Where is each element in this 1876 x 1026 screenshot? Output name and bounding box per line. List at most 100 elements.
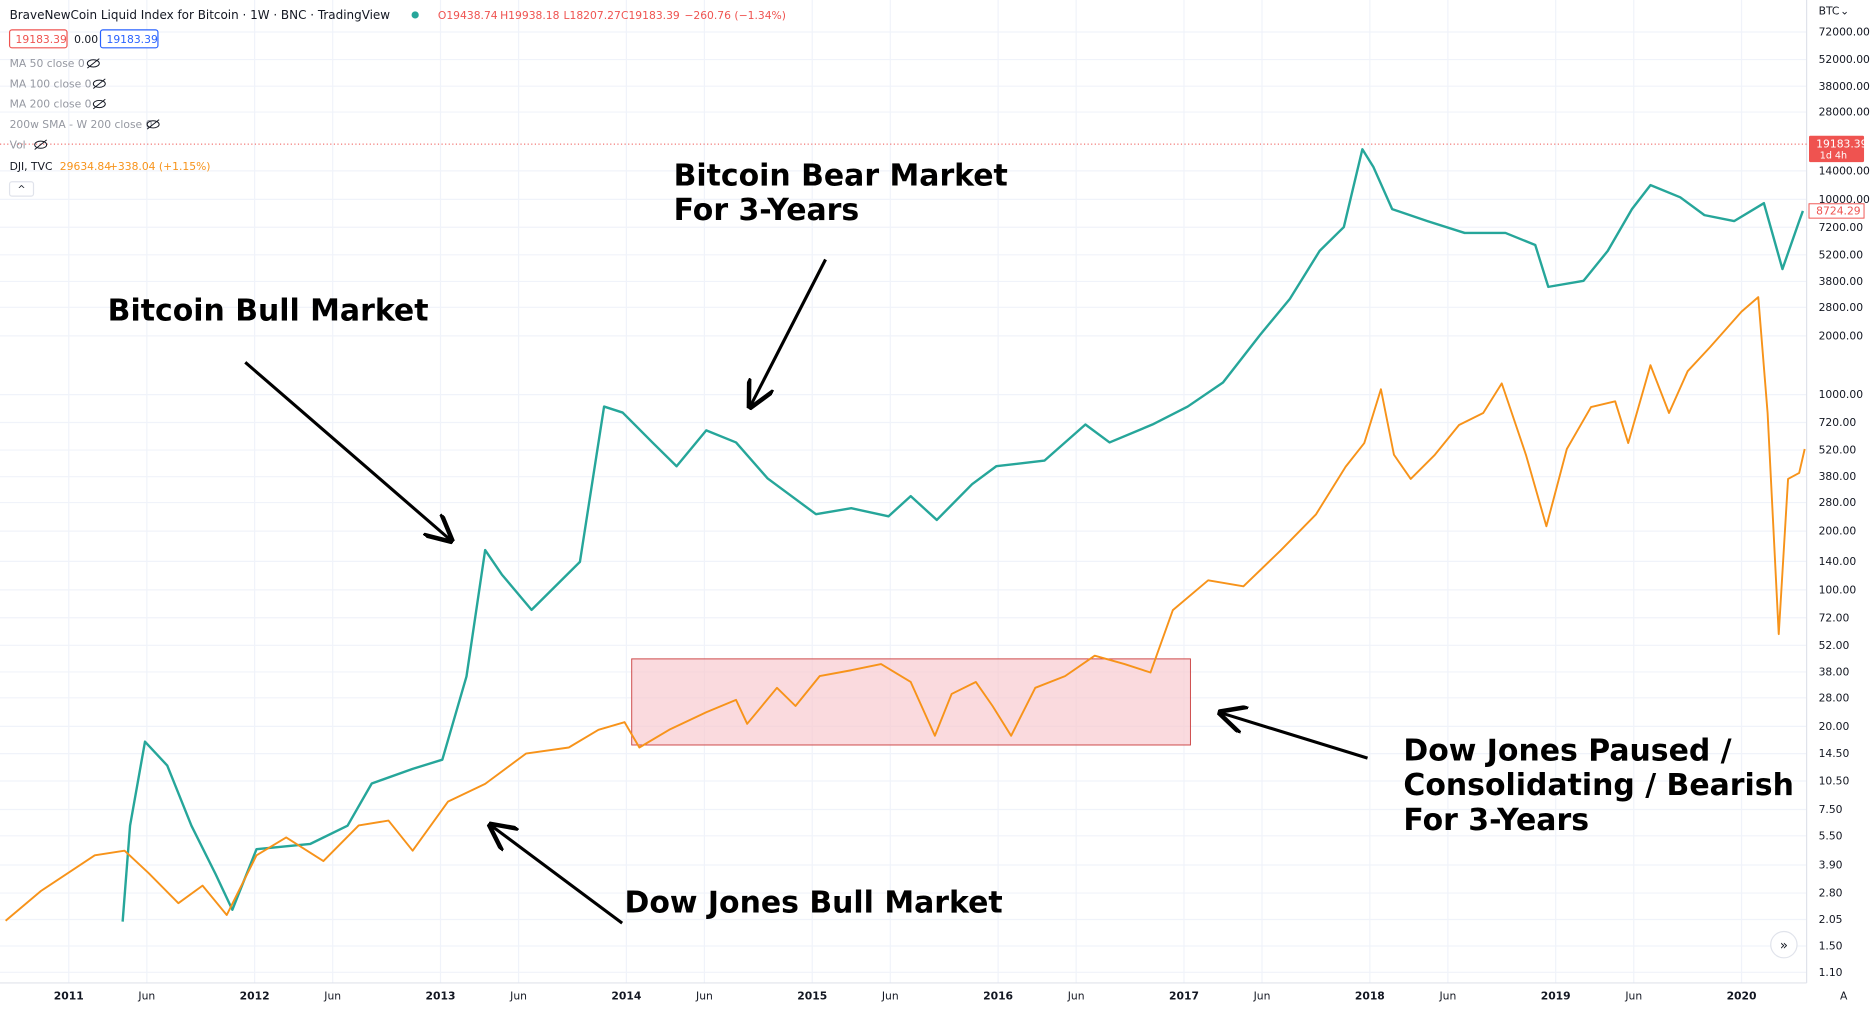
eye-icon[interactable]: [86, 59, 100, 68]
highlight-box: [631, 658, 1191, 746]
indicator-label: MA 200 close 0: [10, 98, 92, 111]
x-tick-label: Jun: [1067, 990, 1085, 1003]
collapse-button[interactable]: [8, 181, 35, 197]
collapse-icon[interactable]: ^: [18, 185, 26, 196]
x-tick-label: Jun: [695, 990, 713, 1003]
annotation: Consolidating / Bearish: [1403, 768, 1793, 803]
y-tick-label: 14000.00: [1819, 164, 1870, 177]
header-box-label: 0.00: [74, 33, 98, 46]
x-tick-label: 2012: [240, 990, 270, 1003]
arrow: [1220, 713, 1368, 760]
y-tick-label: 3.90: [1819, 859, 1843, 872]
x-tick-label: Jun: [1438, 990, 1456, 1003]
annotation: Dow Jones Bull Market: [625, 885, 1003, 920]
scroll-button[interactable]: [1770, 930, 1798, 959]
y-tick-label: 5.50: [1819, 829, 1843, 842]
y-tick-label: 7200.00: [1819, 221, 1864, 234]
eye-icon[interactable]: [92, 79, 106, 88]
y-tick-label: 72.00: [1819, 611, 1850, 624]
series-last-label: 8724.29: [1816, 205, 1861, 218]
status-dot: [411, 11, 419, 19]
countdown-label: 1d 4h: [1820, 150, 1847, 161]
header-box-label: 19183.39: [16, 33, 67, 46]
compare-label: 29634.84: [60, 160, 111, 173]
ohlc-value: O19438.74: [438, 9, 498, 22]
annotation: Bitcoin Bull Market: [108, 293, 429, 328]
arrows: [244, 258, 1368, 925]
y-tick-label: 10000.00: [1819, 193, 1870, 206]
y-tick-label: 720.00: [1819, 416, 1857, 429]
eye-slash[interactable]: [146, 119, 160, 130]
y-tick-label: 14.50: [1819, 747, 1850, 760]
auto-scale-button[interactable]: [1834, 987, 1854, 1005]
y-tick-label: 38.00: [1819, 666, 1850, 679]
y-tick-label: 140.00: [1819, 555, 1857, 568]
ohlc-value: −260.76 (−1.34%): [684, 9, 786, 22]
y-tick-label: 280.00: [1819, 496, 1857, 509]
x-tick-label: 2020: [1727, 990, 1757, 1003]
x-tick-label: Jun: [1253, 990, 1271, 1003]
x-tick-label: Jun: [137, 990, 155, 1003]
x-tick-label: 2018: [1355, 990, 1385, 1003]
x-tick-label: 2017: [1169, 990, 1199, 1003]
y-tick-label: 5200.00: [1819, 248, 1864, 261]
compare-label: +338.04 (+1.15%): [109, 160, 211, 173]
last-price-box: [1809, 135, 1865, 163]
y-tick-label: 52.00: [1819, 639, 1850, 652]
y-tick-label: 28.00: [1819, 691, 1850, 704]
eye-slash[interactable]: [93, 78, 106, 89]
y-tick-label: 380.00: [1819, 470, 1857, 483]
x-tick-label: 2013: [426, 990, 456, 1003]
y-tick-label: 1.10: [1819, 966, 1843, 979]
y-tick-label: 2.05: [1819, 913, 1843, 926]
x-tick-label: 2011: [54, 990, 84, 1003]
y-tick-label: 100.00: [1819, 583, 1857, 596]
y-tick-label: 7.50: [1819, 803, 1843, 816]
eye-icon[interactable]: [146, 120, 160, 129]
y-tick-label: 72000.00: [1819, 26, 1870, 39]
y-tick-label: 2000.00: [1819, 329, 1864, 342]
x-tick-label: 2014: [611, 990, 641, 1003]
header-box-label: 19183.39: [106, 33, 157, 46]
annotation: For 3-Years: [674, 193, 860, 228]
series-last-box: [1808, 203, 1865, 219]
y-tick-label: 10.50: [1819, 775, 1850, 788]
indicator-label: 200w SMA - W 200 close 0: [10, 118, 153, 131]
y-tick-label: 200.00: [1819, 525, 1857, 538]
ohlc-value: H19938.18: [500, 9, 560, 22]
arrow: [750, 258, 827, 406]
annotation: Dow Jones Paused /: [1403, 734, 1731, 769]
arrow: [244, 361, 451, 540]
compare-label: DJI, TVC: [10, 160, 53, 173]
y-tick-label: 52000.00: [1819, 53, 1870, 66]
indicator-label: Vol: [10, 138, 26, 151]
eye-slash[interactable]: [87, 58, 100, 69]
ohlc-value: C19183.39: [621, 9, 680, 22]
y-tick-label: 2800.00: [1819, 301, 1864, 314]
x-tick-label: Jun: [881, 990, 899, 1003]
y-tick-label: 3800.00: [1819, 275, 1864, 288]
x-tick-label: 2015: [797, 990, 827, 1003]
indicator-label: MA 50 close 0: [10, 57, 85, 70]
eye-icon[interactable]: [34, 140, 48, 149]
series-line: [5, 296, 1806, 922]
x-tick-label: Jun: [1624, 990, 1642, 1003]
auto-scale-label[interactable]: A: [1840, 990, 1848, 1003]
y-tick-label: 38000.00: [1819, 80, 1870, 93]
header-box: [99, 29, 159, 49]
y-tick-label: 20.00: [1819, 720, 1850, 733]
y-tick-label: 520.00: [1819, 444, 1857, 457]
eye-slash[interactable]: [34, 139, 47, 150]
y-tick-label: 1.50: [1819, 940, 1843, 953]
grid: [0, 0, 1807, 983]
scroll-icon[interactable]: »: [1780, 938, 1788, 953]
overlay: 1.10 1.50 2.05 2.80 3.90 5.50 7.50 10.50 14.50 20…: [0, 4, 1870, 1003]
arrow: [491, 825, 624, 925]
x-tick-label: 2019: [1541, 990, 1571, 1003]
eye-slash[interactable]: [93, 98, 106, 110]
plot: [5, 148, 1806, 922]
header-box: [8, 29, 68, 49]
eye-icon[interactable]: [92, 99, 106, 109]
